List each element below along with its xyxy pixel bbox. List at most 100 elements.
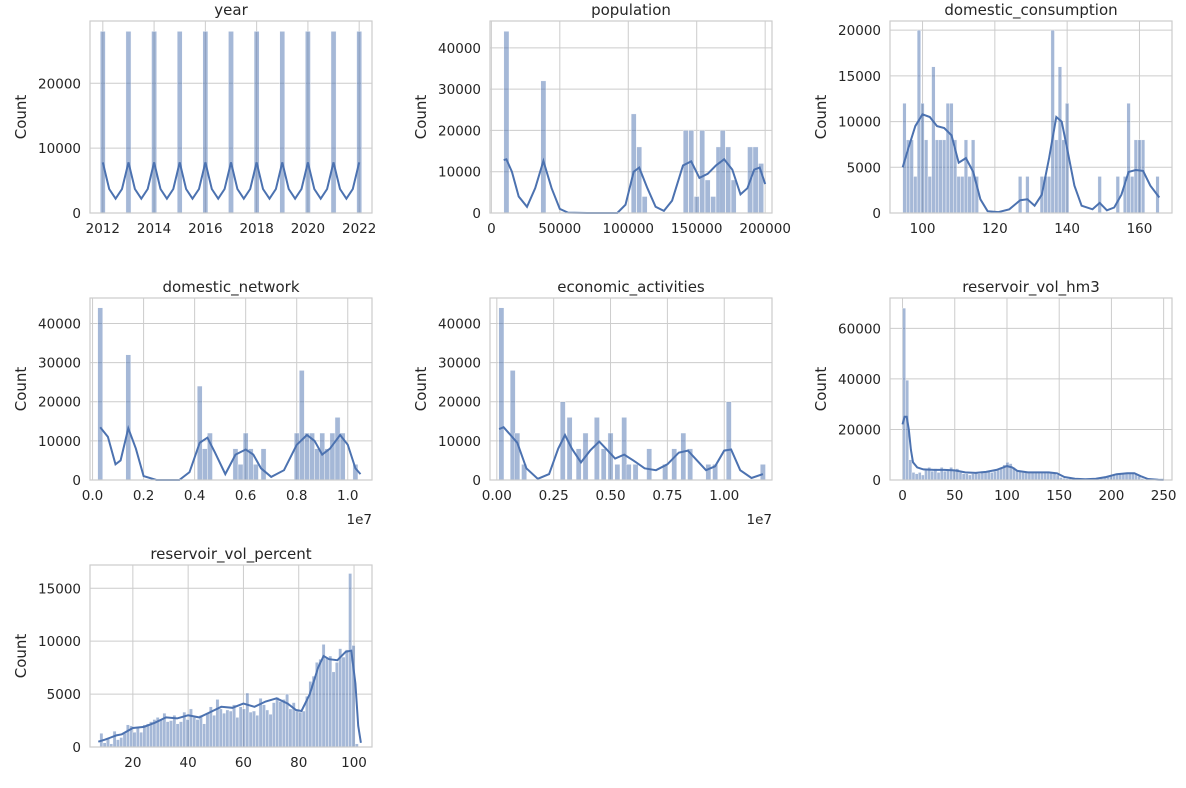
histogram-bar bbox=[325, 658, 328, 747]
histogram-bar bbox=[924, 140, 928, 213]
histogram-bar bbox=[1018, 471, 1021, 480]
histogram-bar bbox=[243, 433, 248, 480]
histogram-bar bbox=[325, 449, 330, 480]
y-axis-label: Count bbox=[12, 367, 30, 412]
x-tick-label: 2014 bbox=[137, 221, 171, 237]
histogram-bar bbox=[1037, 472, 1040, 480]
histogram-bar bbox=[1006, 462, 1009, 480]
histogram-bar bbox=[541, 81, 546, 213]
histogram-bar bbox=[760, 464, 765, 480]
histogram-bar bbox=[319, 659, 322, 747]
histogram-bar bbox=[903, 308, 906, 480]
y-tick-label: 5000 bbox=[47, 687, 81, 703]
x-tick-label: 40 bbox=[180, 755, 197, 771]
histogram-bar bbox=[315, 449, 320, 480]
histogram-bar bbox=[1116, 176, 1120, 213]
histogram-bar bbox=[647, 449, 652, 480]
x-tick-label: 100 bbox=[994, 488, 1020, 504]
histogram-bar bbox=[216, 699, 219, 747]
histogram-bar bbox=[335, 662, 338, 747]
subplot-title: economic_activities bbox=[557, 278, 705, 297]
y-tick-label: 15000 bbox=[38, 581, 81, 597]
histogram-bar bbox=[262, 705, 265, 747]
histogram-bar bbox=[98, 308, 103, 480]
histogram-bar bbox=[280, 31, 285, 213]
histogram-bar bbox=[499, 308, 504, 480]
histogram-bar bbox=[689, 130, 694, 213]
histogram-bar bbox=[626, 464, 631, 480]
histogram-bar bbox=[133, 732, 136, 747]
x-tick-label: 200000 bbox=[739, 221, 791, 237]
y-axis-label: Count bbox=[812, 95, 830, 140]
subplot-title: domestic_network bbox=[162, 278, 299, 297]
histogram-bar bbox=[126, 725, 129, 747]
x-tick-label: 1.0 bbox=[337, 488, 358, 504]
y-axis-label: Count bbox=[12, 95, 30, 140]
histogram-bar bbox=[342, 657, 345, 747]
axis-offset-label: 1e7 bbox=[347, 512, 372, 528]
x-tick-label: 80 bbox=[290, 755, 307, 771]
histogram-bar bbox=[1034, 472, 1037, 480]
histogram-bar bbox=[242, 709, 245, 747]
x-tick-label: 100 bbox=[910, 221, 936, 237]
histogram-bar bbox=[239, 707, 242, 747]
y-axis-label: Count bbox=[412, 95, 430, 140]
histogram-bar bbox=[173, 715, 176, 747]
histogram-bar bbox=[939, 140, 943, 213]
histogram-bar bbox=[120, 737, 123, 747]
histogram-bar bbox=[706, 464, 711, 480]
y-tick-label: 40000 bbox=[438, 41, 481, 57]
histogram-bar bbox=[249, 712, 252, 747]
histogram-bar bbox=[169, 721, 172, 747]
x-tick-label: 0.25 bbox=[539, 488, 569, 504]
histogram-bar bbox=[935, 140, 939, 213]
x-tick-label: 150 bbox=[1046, 488, 1072, 504]
histogram-bar bbox=[176, 724, 179, 747]
histogram-bar bbox=[946, 470, 949, 480]
histogram-bar bbox=[990, 472, 993, 480]
histogram-bar bbox=[1127, 103, 1131, 213]
histogram-bar bbox=[681, 433, 686, 480]
x-tick-label: 2018 bbox=[239, 221, 273, 237]
y-tick-label: 0 bbox=[72, 740, 81, 756]
histogram-bar bbox=[928, 176, 932, 213]
histogram-bar bbox=[197, 386, 202, 480]
histogram-bar bbox=[918, 472, 921, 480]
x-tick-label: 0 bbox=[898, 488, 907, 504]
histogram-bar bbox=[294, 433, 299, 480]
y-tick-label: 40000 bbox=[438, 316, 481, 332]
histogram-bar bbox=[971, 474, 974, 480]
histogram-bar bbox=[1031, 472, 1034, 480]
histogram-bar bbox=[299, 370, 304, 480]
x-tick-label: 0.00 bbox=[482, 488, 512, 504]
x-tick-label: 2022 bbox=[342, 221, 376, 237]
histogram-bar bbox=[253, 464, 258, 480]
histogram-bar bbox=[1055, 140, 1059, 213]
histogram-bar bbox=[964, 140, 968, 213]
histogram-bar bbox=[203, 31, 208, 213]
histogram-bar bbox=[1044, 472, 1047, 480]
y-tick-label: 20000 bbox=[838, 422, 881, 438]
y-tick-label: 20000 bbox=[438, 395, 481, 411]
x-tick-label: 0.50 bbox=[596, 488, 626, 504]
histogram-bar bbox=[332, 672, 335, 747]
histogram-bar bbox=[196, 719, 199, 747]
y-tick-label: 20000 bbox=[38, 395, 81, 411]
y-tick-label: 0 bbox=[872, 473, 881, 489]
histogram-bar bbox=[320, 433, 325, 480]
histogram-bar bbox=[261, 449, 266, 480]
y-tick-label: 10000 bbox=[38, 141, 81, 157]
histogram-bar bbox=[203, 724, 206, 747]
histogram-bar bbox=[1125, 474, 1128, 480]
histogram-bar bbox=[1028, 472, 1031, 480]
histogram-bar bbox=[1058, 67, 1062, 213]
histogram-bar bbox=[232, 705, 235, 747]
histogram-bar bbox=[193, 717, 196, 747]
histogram-bar bbox=[978, 474, 981, 480]
